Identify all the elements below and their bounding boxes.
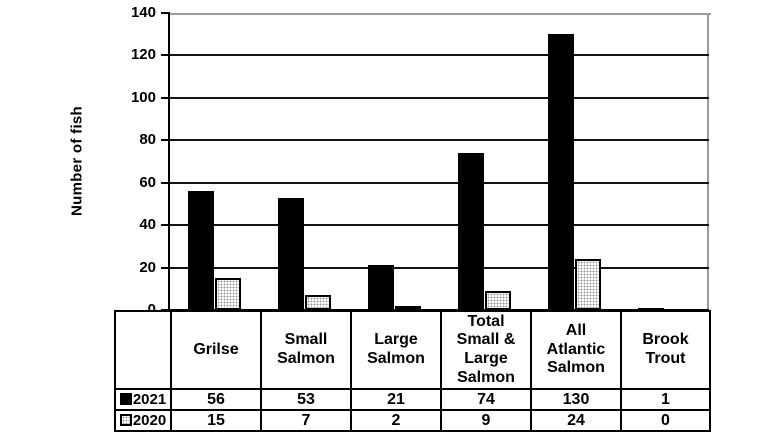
table-header-3: Total Small & Large Salmon — [440, 310, 532, 390]
y-tick-140 — [161, 12, 170, 14]
gridline-100 — [170, 96, 709, 99]
table-value-2020-0: 15 — [170, 409, 262, 432]
table-header-4: All Atlantic Salmon — [530, 310, 622, 390]
table-value-2020-5: 0 — [620, 409, 711, 432]
table-value-2020-2: 2 — [350, 409, 442, 432]
bar-2021-4 — [547, 34, 574, 310]
y-tick-120 — [161, 54, 170, 57]
table-value-2021-5: 1 — [620, 388, 711, 411]
legend-marker-2020-icon — [119, 414, 132, 426]
bar-2021-0 — [188, 191, 215, 310]
y-tick-60 — [161, 181, 170, 184]
y-tick-label-20: 20 — [139, 258, 156, 276]
bar-2020-0 — [215, 278, 242, 310]
table-value-2021-3: 74 — [440, 388, 532, 411]
table-value-2020-3: 9 — [440, 409, 532, 432]
table-header-5: Brook Trout — [620, 310, 711, 390]
table-value-2021-4: 130 — [530, 388, 622, 411]
bar-2021-2 — [368, 265, 395, 310]
legend-label-2020: 2020 — [132, 412, 167, 429]
gridline-60 — [170, 181, 709, 184]
gridline-120 — [170, 54, 709, 57]
legend-marker-2021-icon — [119, 393, 132, 405]
bar-2021-3 — [457, 153, 484, 310]
y-tick-20 — [161, 266, 170, 269]
table-value-2020-1: 7 — [260, 409, 352, 432]
gridline-80 — [170, 139, 709, 142]
y-tick-0 — [161, 309, 170, 311]
bar-2021-1 — [278, 197, 305, 310]
y-tick-40 — [161, 224, 170, 227]
y-tick-label-0: 0 — [147, 301, 156, 318]
table-value-2021-0: 56 — [170, 388, 262, 411]
table-value-2021-1: 53 — [260, 388, 352, 411]
table-corner-cell — [114, 310, 172, 390]
table-value-2020-4: 24 — [530, 409, 622, 432]
y-tick-80 — [161, 139, 170, 142]
y-tick-label-140: 140 — [130, 4, 156, 21]
bar-2021-5 — [637, 307, 664, 310]
plot-area — [170, 13, 709, 310]
y-tick-label-60: 60 — [139, 173, 156, 191]
legend-label-2021: 2021 — [132, 391, 167, 408]
table-header-1: Small Salmon — [260, 310, 352, 390]
y-tick-100 — [161, 96, 170, 99]
bar-2020-2 — [395, 305, 422, 310]
legend-cell-2021: 2021 — [114, 388, 172, 411]
data-table: Grilse Small Salmon Large Salmon Total Smal… — [114, 310, 711, 432]
plot-border-top — [170, 13, 711, 15]
table-header-2: Large Salmon — [350, 310, 442, 390]
y-tick-label-80: 80 — [139, 131, 156, 149]
bar-2020-3 — [484, 290, 511, 310]
plot-border-right — [707, 13, 709, 310]
y-tick-label-120: 120 — [130, 46, 156, 64]
y-tick-label-40: 40 — [139, 216, 156, 234]
bar-2020-1 — [305, 295, 332, 310]
table-value-2021-2: 21 — [350, 388, 442, 411]
y-axis-title: Number of fish — [68, 105, 86, 217]
y-tick-label-100: 100 — [130, 88, 156, 106]
bar-2020-4 — [574, 259, 601, 310]
gridline-20 — [170, 266, 709, 269]
y-axis-line — [168, 13, 170, 311]
table-header-0: Grilse — [170, 310, 262, 390]
legend-cell-2020: 2020 — [114, 409, 172, 432]
gridline-40 — [170, 224, 709, 227]
